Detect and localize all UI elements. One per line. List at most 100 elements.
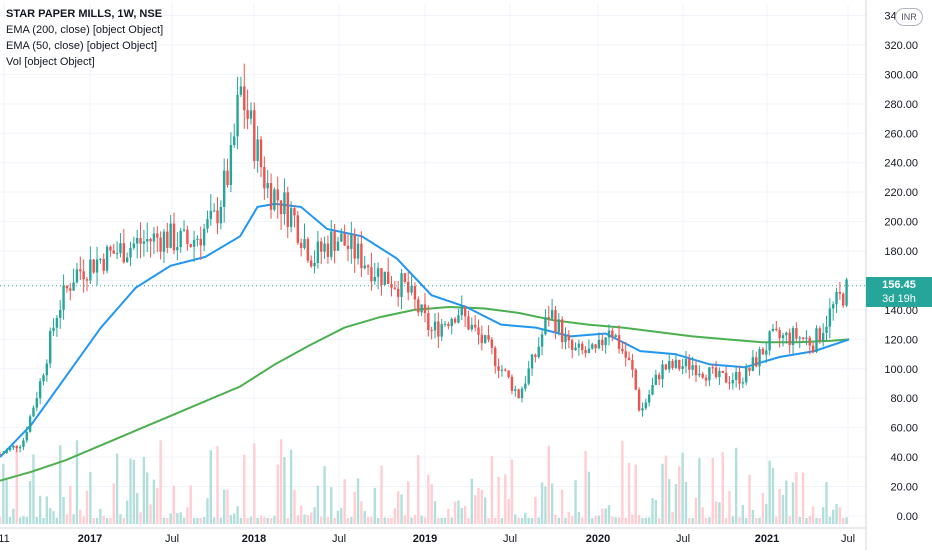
volume-bar xyxy=(453,501,457,524)
candle-body xyxy=(453,318,457,323)
volume-bar xyxy=(470,478,474,524)
volume-bar xyxy=(771,467,775,524)
candle-body xyxy=(115,253,119,255)
candle-body xyxy=(253,110,256,161)
volume-bar xyxy=(279,439,283,524)
candle-body xyxy=(601,339,604,346)
volume-bar xyxy=(842,517,845,524)
symbol-title[interactable]: STAR PAPER MILLS, 1W, NSE xyxy=(6,8,163,20)
candle-body xyxy=(202,228,206,246)
volume-bar xyxy=(417,455,420,524)
legend-ema50[interactable]: EMA (50, close) [object Object] xyxy=(6,40,158,52)
volume-bar xyxy=(758,517,761,524)
ema50-line-group xyxy=(0,202,850,458)
legend-volume[interactable]: Vol [object Object] xyxy=(6,56,95,68)
volume-bar xyxy=(447,508,450,524)
candle-body xyxy=(524,383,527,389)
candle-body xyxy=(417,299,420,313)
candle-body xyxy=(463,306,467,317)
volume-bar xyxy=(704,517,708,524)
volume-bar xyxy=(457,500,460,524)
candle-body xyxy=(196,238,199,240)
candle-body xyxy=(156,233,159,238)
volume-bar xyxy=(507,498,510,524)
volume-bar xyxy=(748,474,751,524)
volume-bar xyxy=(587,471,591,524)
candle-body xyxy=(567,335,571,341)
candle-body xyxy=(738,371,741,384)
candle-body xyxy=(634,369,637,390)
candle-body xyxy=(323,243,326,252)
candle-body xyxy=(483,335,487,343)
candle-body xyxy=(487,335,490,340)
volume-bar xyxy=(166,517,169,524)
candle-body xyxy=(681,366,684,369)
candle-body xyxy=(363,265,366,269)
volume-bar xyxy=(15,445,18,524)
candle-body xyxy=(795,328,798,339)
volume-bar xyxy=(835,503,838,524)
candle-body xyxy=(591,344,594,349)
volume-bar xyxy=(494,517,497,524)
candle-body xyxy=(510,376,514,391)
candle-body xyxy=(664,364,668,370)
candle-body xyxy=(420,304,423,313)
candle-body xyxy=(470,324,474,330)
volume-bar xyxy=(674,484,678,524)
candle-body xyxy=(166,231,169,248)
volume-bar xyxy=(627,462,631,524)
currency-badge[interactable]: INR xyxy=(895,8,923,26)
volume-bar xyxy=(356,478,360,524)
candle-body xyxy=(714,367,718,378)
candle-body xyxy=(744,367,748,383)
candle-body xyxy=(396,288,400,297)
candle-body xyxy=(79,269,82,272)
volume-bar xyxy=(149,504,152,524)
candle-body xyxy=(631,359,634,370)
volume-bar xyxy=(788,516,791,524)
candle-body xyxy=(423,304,427,314)
candle-body xyxy=(400,273,403,297)
candle-body xyxy=(614,335,617,338)
candle-body xyxy=(641,408,644,411)
volume-bar xyxy=(122,517,126,524)
volume-bar xyxy=(741,504,745,524)
candle-body xyxy=(48,330,52,364)
legend-ema200[interactable]: EMA (200, close) [object Object] xyxy=(6,24,164,36)
volume-bar xyxy=(105,518,109,524)
price-tick-label: 80.00 xyxy=(890,393,918,405)
volume-bar xyxy=(678,466,681,524)
volume-bars xyxy=(0,439,848,524)
volume-bar xyxy=(825,481,828,524)
volume-bar xyxy=(594,516,597,524)
volume-bar xyxy=(269,518,273,524)
candle-body xyxy=(437,321,440,337)
volume-bar xyxy=(156,487,159,524)
volume-bar xyxy=(591,517,594,524)
volume-bar xyxy=(647,517,651,524)
volume-bar xyxy=(423,517,427,524)
volume-bar xyxy=(176,513,179,524)
candle-body xyxy=(139,237,142,244)
volume-bar xyxy=(303,514,306,524)
volume-bar xyxy=(433,501,437,524)
candle-body xyxy=(0,454,2,456)
candle-body xyxy=(731,379,735,384)
volume-bar xyxy=(738,517,741,524)
volume-bar xyxy=(159,440,162,524)
price-tick-label: 200.00 xyxy=(884,217,918,229)
volume-bar xyxy=(363,510,366,524)
candle-body xyxy=(657,374,661,380)
candle-body xyxy=(781,335,785,339)
candle-body xyxy=(821,333,825,341)
chart-legend: STAR PAPER MILLS, 1W, NSE EMA (200, clos… xyxy=(6,6,163,70)
candle-body xyxy=(22,440,25,448)
volume-bar xyxy=(624,517,627,524)
candle-body xyxy=(12,445,15,448)
volume-bar xyxy=(82,516,85,524)
volume-bar xyxy=(811,506,815,524)
volume-bar xyxy=(152,479,156,524)
candle-body xyxy=(266,183,269,189)
